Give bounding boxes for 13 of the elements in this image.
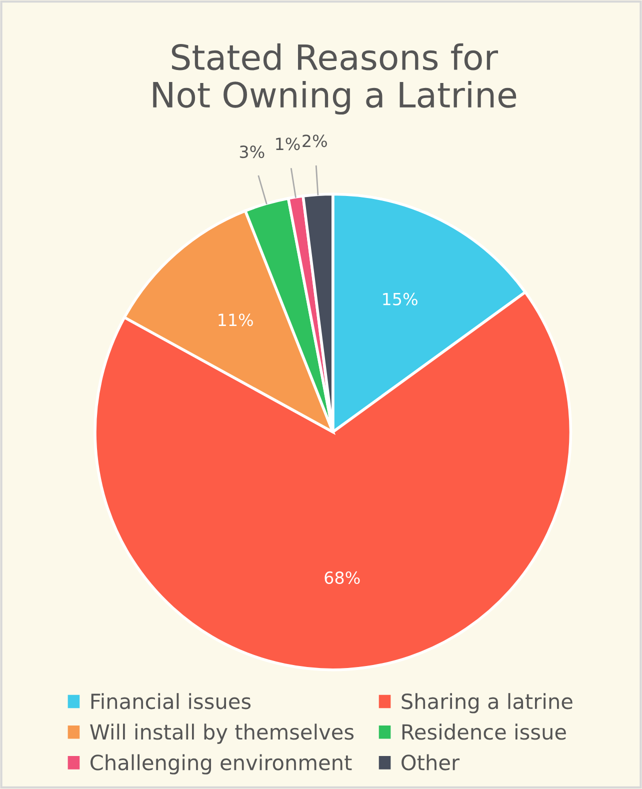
data-label: 2%	[302, 134, 327, 148]
data-label: 1%	[276, 138, 300, 150]
legend-label: Residence issue	[402, 724, 566, 740]
legend-label: Sharing a latrine	[402, 693, 572, 714]
chart-title: Stated Reasons for Not Owning a Latrine	[153, 43, 516, 115]
legend-label: Financial issues	[91, 693, 251, 710]
legend-label: Other	[402, 754, 460, 770]
data-label: 3%	[240, 146, 264, 158]
data-label: 68%	[324, 571, 360, 584]
data-label: 15%	[383, 292, 418, 306]
legend-label: Will install by themselves	[90, 724, 354, 744]
legend-label: Challenging environment	[90, 754, 352, 774]
data-label: 11%	[218, 314, 253, 326]
